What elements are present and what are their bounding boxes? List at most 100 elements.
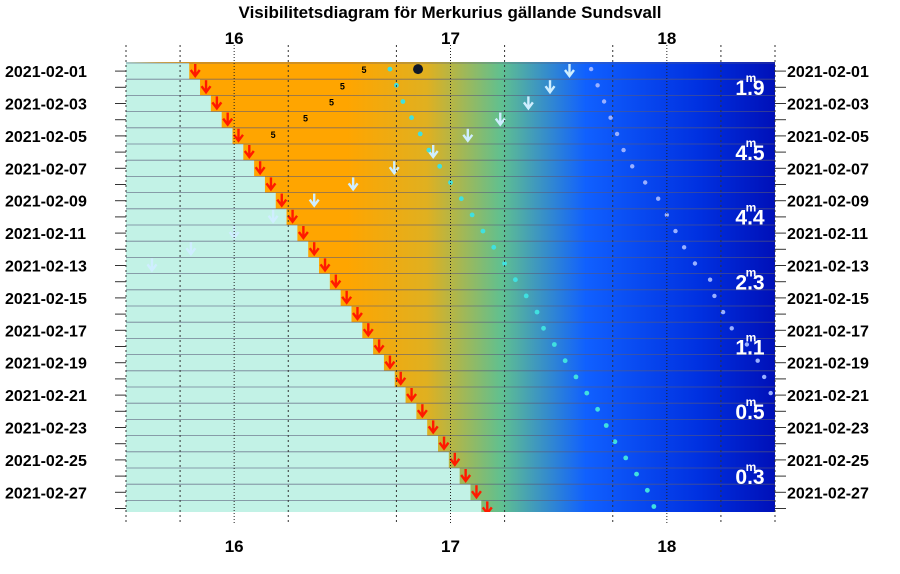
sunset-arrow-head [211, 101, 223, 111]
night-dot [744, 342, 750, 347]
magnitude-unit: m [746, 460, 757, 474]
mercury-set-arrow [347, 177, 359, 192]
sunset-arrow [222, 112, 234, 127]
night-dot [755, 358, 760, 363]
sunset-arrow [319, 258, 331, 273]
night-dot [681, 245, 687, 250]
night-dot [768, 390, 773, 396]
date-label-left: 2021-02-25 [5, 453, 87, 470]
magnitude-label: 1.9 [735, 77, 764, 100]
sunset-arrow-head [438, 441, 450, 451]
sunset-arrow [416, 404, 428, 419]
twilight-dot [584, 390, 590, 396]
night-dot [655, 196, 661, 201]
mercury-set-arrow [388, 161, 400, 176]
mercury-set-arrow [185, 242, 197, 257]
sunset-arrow-head [341, 296, 353, 305]
twilight-dot [448, 180, 453, 185]
night-dot [673, 228, 678, 234]
sunset-arrow-head [287, 215, 299, 224]
twilight-dot [387, 66, 393, 72]
date-label-right: 2021-02-23 [787, 421, 869, 438]
mercury-set-arrow [146, 258, 158, 273]
sunset-arrow [265, 177, 277, 192]
magnitude-unit: m [746, 136, 757, 150]
twilight-dot [534, 309, 540, 315]
night-dot [595, 83, 600, 88]
altitude-label: 5 [329, 98, 334, 108]
sunset-arrow [427, 420, 439, 435]
sunset-arrow-head [352, 312, 363, 321]
sunset-arrow-head [189, 69, 201, 78]
sunset-arrow [449, 452, 461, 467]
night-dot [707, 277, 713, 282]
sunset-arrow [297, 226, 309, 240]
sunset-arrow-head [362, 328, 374, 338]
magnitude-unit: m [746, 330, 757, 344]
magnitude-label: 0.3 [735, 466, 764, 489]
sunset-arrow-head [416, 409, 428, 419]
sunset-arrow [341, 290, 353, 305]
date-label-right: 2021-02-09 [787, 194, 869, 211]
twilight-dot [595, 406, 601, 412]
magnitude-label: 2.3 [735, 272, 764, 295]
twilight-dot [513, 277, 518, 283]
night-dot [621, 147, 626, 153]
night-dot [643, 180, 648, 185]
sunset-arrow-head [384, 360, 396, 370]
date-label-right: 2021-02-15 [787, 291, 869, 308]
date-label-left: 2021-02-09 [5, 194, 87, 211]
twilight-dot [469, 212, 475, 218]
altitude-label: 5 [271, 130, 276, 140]
sunset-arrow-head [373, 344, 385, 354]
date-label-right: 2021-02-05 [787, 129, 869, 146]
date-label-right: 2021-02-01 [787, 64, 869, 81]
mercury-set-arrow-head [146, 263, 158, 273]
mercury-set-arrow-head [522, 101, 534, 111]
sunset-arrow-head [276, 198, 288, 208]
date-label-left: 2021-02-27 [5, 485, 87, 502]
sunset-arrow-head [233, 134, 244, 143]
date-label-right: 2021-02-17 [787, 323, 869, 340]
mercury-set-arrow-head [347, 182, 359, 192]
magnitude-unit: m [746, 201, 757, 215]
mercury-set-arrow-head [494, 117, 506, 127]
sunset-arrow [254, 161, 266, 176]
sunset-arrow-head [395, 377, 407, 386]
twilight-dot [623, 455, 629, 461]
altitude-label: 5 [340, 81, 345, 91]
hour-tick-label-bottom: 16 [225, 537, 244, 556]
mercury-set-arrow [462, 128, 474, 143]
hour-tick-label-top: 18 [657, 29, 676, 48]
sunset-arrow [308, 242, 320, 257]
mercury-set-arrow-head [427, 150, 439, 159]
hour-tick-label-top: 16 [225, 29, 244, 48]
date-label-left: 2021-02-01 [5, 64, 87, 81]
sunset-arrow [189, 64, 201, 78]
sunset-arrow-head [460, 474, 472, 483]
date-label-right: 2021-02-13 [787, 259, 869, 276]
magnitude-label: 4.4 [735, 207, 765, 230]
twilight-dot [551, 342, 557, 347]
sunset-arrow [211, 96, 223, 111]
night-dot [729, 326, 734, 331]
sunset-arrow [384, 355, 396, 370]
mercury-set-arrow [494, 112, 506, 127]
twilight-dot [612, 439, 618, 445]
night-dot [601, 99, 607, 104]
night-dot [630, 164, 635, 169]
date-label-right: 2021-02-11 [787, 226, 868, 243]
mercury-set-arrow-head [388, 166, 400, 176]
date-label-right: 2021-02-27 [787, 485, 869, 502]
mercury-set-arrow [544, 80, 556, 95]
chart-title: Visibilitetsdiagram för Merkurius gällan… [239, 3, 662, 22]
mercury-set-arrow [308, 193, 320, 208]
sunset-arrow [233, 128, 244, 143]
twilight-dot [634, 471, 639, 477]
mercury-set-arrow-head [462, 134, 474, 143]
twilight-dot [523, 293, 529, 299]
night-dot [608, 115, 613, 120]
sunset-arrow [243, 145, 255, 159]
date-label-left: 2021-02-15 [5, 291, 87, 308]
